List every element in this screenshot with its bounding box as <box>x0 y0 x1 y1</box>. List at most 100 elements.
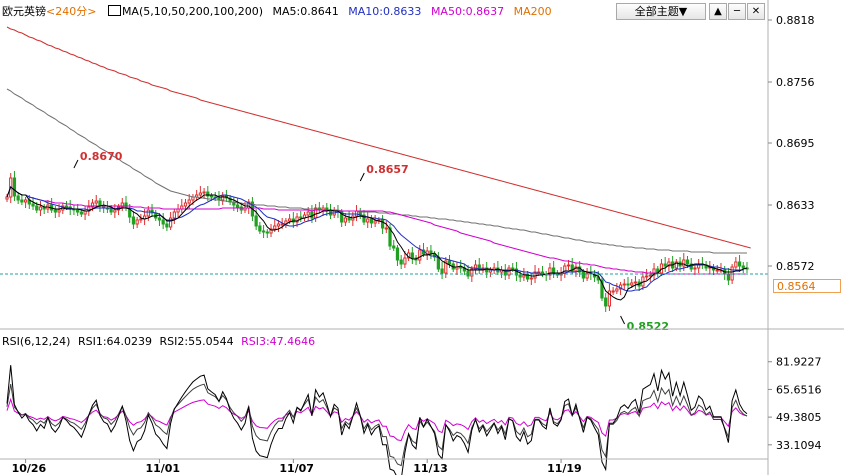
candle-body <box>667 261 671 267</box>
candle-body <box>581 271 585 279</box>
candle-body <box>261 230 266 233</box>
annotation-high2: 0.8657 <box>366 163 408 176</box>
candle-body <box>169 217 173 228</box>
candle-body <box>53 209 57 213</box>
candle-body <box>165 223 169 228</box>
candle-body <box>485 267 489 273</box>
candle-body <box>23 199 28 203</box>
candle-body <box>444 260 448 274</box>
candle-body <box>570 264 574 272</box>
rsi3-value: RSI3:47.4646 <box>241 335 316 348</box>
candle-body <box>674 261 678 269</box>
candle-body <box>734 261 738 268</box>
candle-body <box>682 259 686 267</box>
date-tick-label: 11/07 <box>279 462 314 475</box>
candle-body <box>76 209 80 213</box>
ma-icon <box>107 5 121 16</box>
ma50-value: MA50:0.8637 <box>430 5 505 18</box>
candle-body <box>600 279 604 299</box>
candle-body <box>644 275 649 278</box>
candle-body <box>607 290 612 307</box>
ma10-value: MA10:0.8633 <box>348 5 422 18</box>
ma-params: MA(5,10,50,200,100,200) <box>121 5 263 18</box>
candle-body <box>648 274 652 277</box>
candle-body <box>221 195 225 201</box>
candle-body <box>384 227 388 230</box>
candle-body <box>395 247 400 261</box>
ma200-line <box>6 26 751 249</box>
chart-header: 欧元英镑<240分> MA(5,10,50,200,100,200) MA5:0… <box>2 3 558 19</box>
candle-body <box>187 199 191 204</box>
candle-body <box>566 264 571 267</box>
candle-body <box>287 218 292 222</box>
candle-body <box>94 200 98 204</box>
candle-body <box>533 271 537 279</box>
candle-body <box>529 277 533 280</box>
candle-body <box>20 199 24 203</box>
rsi-tick-label: 49.3805 <box>776 411 822 424</box>
candle-body <box>57 209 61 213</box>
candle-body <box>254 215 258 227</box>
candle-body <box>373 220 377 224</box>
candle-body <box>399 259 403 265</box>
candle-body <box>366 218 370 223</box>
candle-body <box>206 191 210 197</box>
candle-body <box>109 208 113 213</box>
ma50-line <box>6 186 747 275</box>
candle-body <box>473 264 478 270</box>
annotation-pointer <box>359 172 365 182</box>
window-up-icon[interactable]: ▲ <box>709 3 727 20</box>
candle-body <box>280 223 284 226</box>
candle-body <box>652 268 656 276</box>
theme-dropdown[interactable]: 全部主题▼ <box>616 3 706 20</box>
candle-body <box>436 256 440 270</box>
candle-body <box>35 205 39 211</box>
candle-body <box>388 227 392 247</box>
rsi3-line <box>6 397 748 442</box>
price-panel: 0.8670 0.8657 0.8522 <box>0 26 768 333</box>
candle-body <box>343 217 348 223</box>
ma5-line <box>6 186 748 301</box>
price-tick-label: 0.8818 <box>776 14 815 27</box>
candle-body <box>295 216 299 223</box>
candle-body <box>131 216 136 225</box>
candle-body <box>299 216 303 219</box>
candle-body <box>276 223 281 227</box>
candle-body <box>172 211 176 219</box>
price-tick-label: 0.8756 <box>776 76 815 89</box>
candle-body <box>235 204 240 208</box>
candle-body <box>161 219 165 225</box>
candle-body <box>604 297 608 307</box>
window-close-icon[interactable]: ✕ <box>747 3 765 20</box>
candle-body <box>737 261 742 267</box>
candle-body <box>340 211 344 223</box>
candle-body <box>626 283 630 286</box>
annotation-pointer <box>73 159 79 169</box>
symbol-name: 欧元英镑 <box>2 5 46 18</box>
rsi-header: RSI(6,12,24) RSI1:64.0239 RSI2:55.0544 R… <box>2 335 319 348</box>
candle-body <box>548 267 552 276</box>
candle-body <box>622 283 626 286</box>
candle-body <box>139 218 143 221</box>
candle-body <box>362 214 366 223</box>
candle-body <box>90 202 95 208</box>
candle-body <box>470 268 474 277</box>
current-price-tag: 0.8564 <box>773 279 841 293</box>
rsi2-line <box>6 383 748 467</box>
candle-body <box>630 282 634 286</box>
date-tick-label: 11/01 <box>145 462 180 475</box>
rsi-tick-label: 81.9227 <box>776 356 822 369</box>
candle-body <box>183 202 188 207</box>
candle-body <box>202 191 206 194</box>
candle-body <box>120 202 124 208</box>
price-tick-label: 0.8572 <box>776 260 815 273</box>
window-minimize-icon[interactable]: ─ <box>728 3 746 20</box>
candle-body <box>715 269 719 272</box>
period-label[interactable]: <240分> <box>46 5 97 18</box>
date-tick-label: 10/26 <box>12 462 47 475</box>
candle-body <box>685 259 690 265</box>
candle-body <box>380 219 385 229</box>
candle-body <box>98 200 102 207</box>
